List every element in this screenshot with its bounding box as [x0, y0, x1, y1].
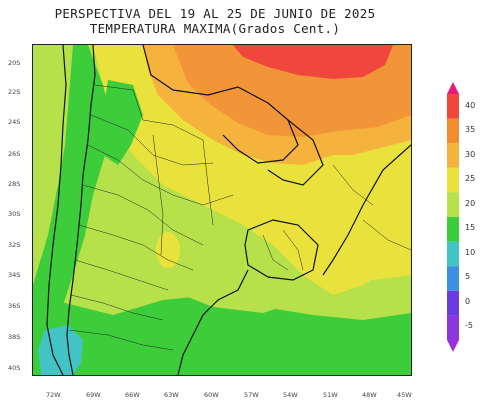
legend-swatch — [447, 167, 459, 193]
lon-label: 57W — [244, 391, 259, 399]
lon-label: 51W — [323, 391, 338, 399]
legend-swatch — [447, 118, 459, 144]
legend-swatch — [447, 241, 459, 267]
lon-label: 45W — [397, 391, 412, 399]
lat-label: 38S — [8, 333, 21, 341]
field-yellow-pocket — [156, 232, 180, 268]
lat-label: 36S — [8, 302, 21, 310]
lon-label: 66W — [125, 391, 140, 399]
field-green-andes — [33, 45, 113, 375]
lat-label: 30S — [8, 210, 21, 218]
legend-label: 0 — [465, 297, 471, 306]
lat-label: 20S — [8, 59, 21, 67]
lon-label: 63W — [164, 391, 179, 399]
legend-label: 10 — [465, 248, 476, 257]
field-yg-patch — [183, 285, 293, 313]
lat-label: 22S — [8, 88, 21, 96]
field-green-south — [33, 295, 411, 375]
legend-arrow-top — [447, 82, 459, 94]
lon-label: 48W — [362, 391, 377, 399]
legend-label: 30 — [465, 150, 476, 159]
field-yellow-pocket — [308, 228, 368, 272]
legend-arrow-bottom — [447, 340, 459, 352]
province-borders — [68, 84, 411, 351]
lon-label: 69W — [86, 391, 101, 399]
field-green-patch — [101, 80, 143, 165]
legend-swatch — [447, 94, 459, 119]
legend-swatch — [447, 217, 459, 242]
lat-label: 32S — [8, 241, 21, 249]
lon-label: 72W — [46, 391, 61, 399]
lat-label: 26S — [8, 150, 21, 158]
legend-label: 15 — [465, 223, 476, 232]
legend-swatch — [447, 266, 459, 291]
field-hot — [233, 45, 393, 79]
lat-label: 40S — [8, 364, 21, 372]
lon-label: 54W — [283, 391, 298, 399]
lat-label: 24S — [8, 118, 21, 126]
legend-label: 40 — [465, 101, 476, 110]
legend-swatch — [447, 315, 459, 340]
legend-swatch — [447, 143, 459, 168]
legend-label: 5 — [465, 272, 471, 281]
legend-swatch — [447, 192, 459, 217]
lat-label: 34S — [8, 271, 21, 279]
color-legend-bar — [447, 82, 459, 352]
temperature-map — [32, 44, 412, 376]
legend-label: 35 — [465, 125, 476, 134]
legend-label: 25 — [465, 174, 476, 183]
lat-label: 28S — [8, 180, 21, 188]
legend-label: 20 — [465, 199, 476, 208]
lon-label: 60W — [204, 391, 219, 399]
temperature-field — [33, 45, 411, 375]
map-subtitle: TEMPERATURA MAXIMA(Grados Cent.) — [89, 21, 341, 36]
legend-swatch — [447, 290, 459, 316]
legend-label: -5 — [465, 321, 473, 330]
map-title: PERSPECTIVA DEL 19 AL 25 DE JUNIO DE 202… — [54, 6, 376, 21]
